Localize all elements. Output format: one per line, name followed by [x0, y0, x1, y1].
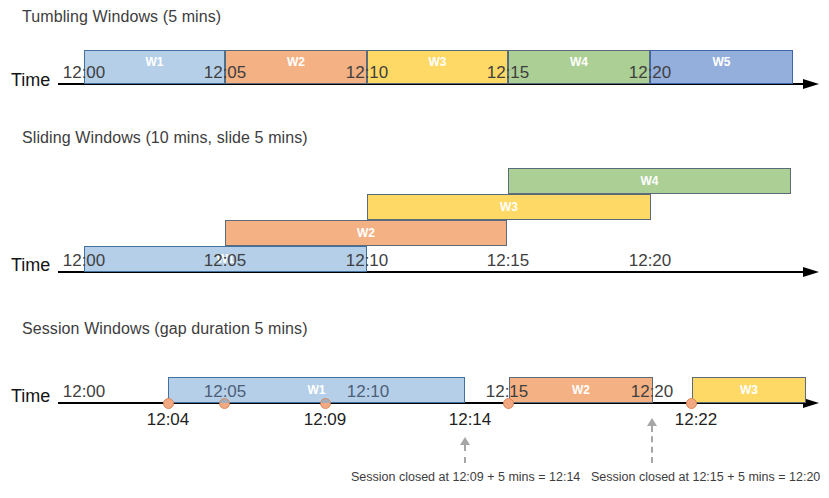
window-w4: W4	[508, 168, 791, 194]
arrow-shaft	[464, 445, 466, 463]
window-label: W4	[570, 55, 588, 69]
tick-label: 12:00	[63, 63, 106, 83]
tick-label: 12:20	[629, 63, 672, 83]
arrow-shaft	[651, 426, 653, 463]
callout-text: Session closed at 12:09 + 5 mins = 12:14	[351, 470, 580, 484]
time-axis-line	[58, 271, 806, 273]
window-label: W2	[287, 55, 305, 69]
tick-label: 12:10	[346, 63, 389, 83]
time-axis-label: Time	[11, 255, 50, 276]
tick-label: 12:00	[63, 382, 106, 402]
window-label: W5	[713, 55, 731, 69]
tick-label: 12:10	[346, 251, 389, 271]
window-label: W1	[217, 252, 235, 266]
windowing-diagram: Tumbling Windows (5 mins) Time W1 W2 W3 W4 W…	[0, 0, 829, 498]
tick-label: 12:09	[304, 410, 347, 430]
tick-label: 12:20	[629, 251, 672, 271]
tick-label: 12:00	[63, 251, 106, 271]
tick-label: 12:15	[487, 63, 530, 83]
tick-label: 12:22	[675, 410, 718, 430]
tick-label: 12:20	[631, 382, 674, 402]
window-w2: W2	[509, 377, 653, 403]
window-w5: W5	[650, 50, 793, 84]
window-w3: W3	[367, 194, 651, 220]
window-w1: W1	[84, 246, 367, 272]
event-dot	[686, 398, 697, 409]
event-dot	[503, 398, 514, 409]
axis-arrowhead-icon	[803, 267, 819, 277]
tick-label: 12:05	[204, 251, 247, 271]
tick-label: 12:05	[204, 63, 247, 83]
window-label: W3	[429, 55, 447, 69]
time-axis-label: Time	[11, 386, 50, 407]
event-dot	[320, 398, 331, 409]
section-title: Session Windows (gap duration 5 mins)	[22, 320, 308, 338]
window-w3: W3	[692, 377, 806, 403]
window-label: W1	[146, 55, 164, 69]
tick-label: 12:05	[204, 382, 247, 402]
axis-arrowhead-icon	[803, 79, 819, 89]
time-axis-line	[58, 83, 806, 85]
window-w4: W4	[508, 50, 650, 84]
tick-label: 12:15	[486, 382, 529, 402]
window-label: W2	[357, 226, 375, 240]
tick-label: 12:10	[347, 382, 390, 402]
section-title: Tumbling Windows (5 mins)	[22, 8, 221, 26]
window-label: W2	[572, 383, 590, 397]
window-w2: W2	[225, 220, 507, 246]
callout-text: Session closed at 12:15 + 5 mins = 12:20	[591, 470, 820, 484]
arrowhead-icon	[460, 437, 470, 445]
window-label: W3	[500, 200, 518, 214]
section-title: Sliding Windows (10 mins, slide 5 mins)	[22, 129, 308, 147]
window-w1: W1	[84, 50, 225, 84]
arrowhead-icon	[647, 418, 657, 426]
tick-label: 12:14	[449, 410, 492, 430]
sliding-windows-section: Sliding Windows (10 mins, slide 5 mins) …	[0, 0, 829, 498]
window-label: W4	[641, 174, 659, 188]
window-label: W1	[308, 383, 326, 397]
time-axis-line	[58, 402, 806, 404]
callout-up-arrow-icon	[646, 418, 658, 463]
callout-up-arrow-icon	[459, 437, 471, 463]
window-w2: W2	[225, 50, 367, 84]
session-windows-section: Session Windows (gap duration 5 mins) Ti…	[0, 0, 829, 498]
event-dot	[163, 398, 174, 409]
axis-arrowhead-icon	[803, 398, 819, 408]
tumbling-windows-section: Tumbling Windows (5 mins) Time W1 W2 W3 W4 W…	[0, 0, 829, 498]
tick-label: 12:15	[487, 251, 530, 271]
window-w3: W3	[367, 50, 508, 84]
window-label: W3	[740, 383, 758, 397]
window-w1: W1	[168, 377, 465, 403]
time-axis-label: Time	[11, 70, 50, 91]
event-dot	[219, 398, 230, 409]
tick-label: 12:04	[147, 410, 190, 430]
